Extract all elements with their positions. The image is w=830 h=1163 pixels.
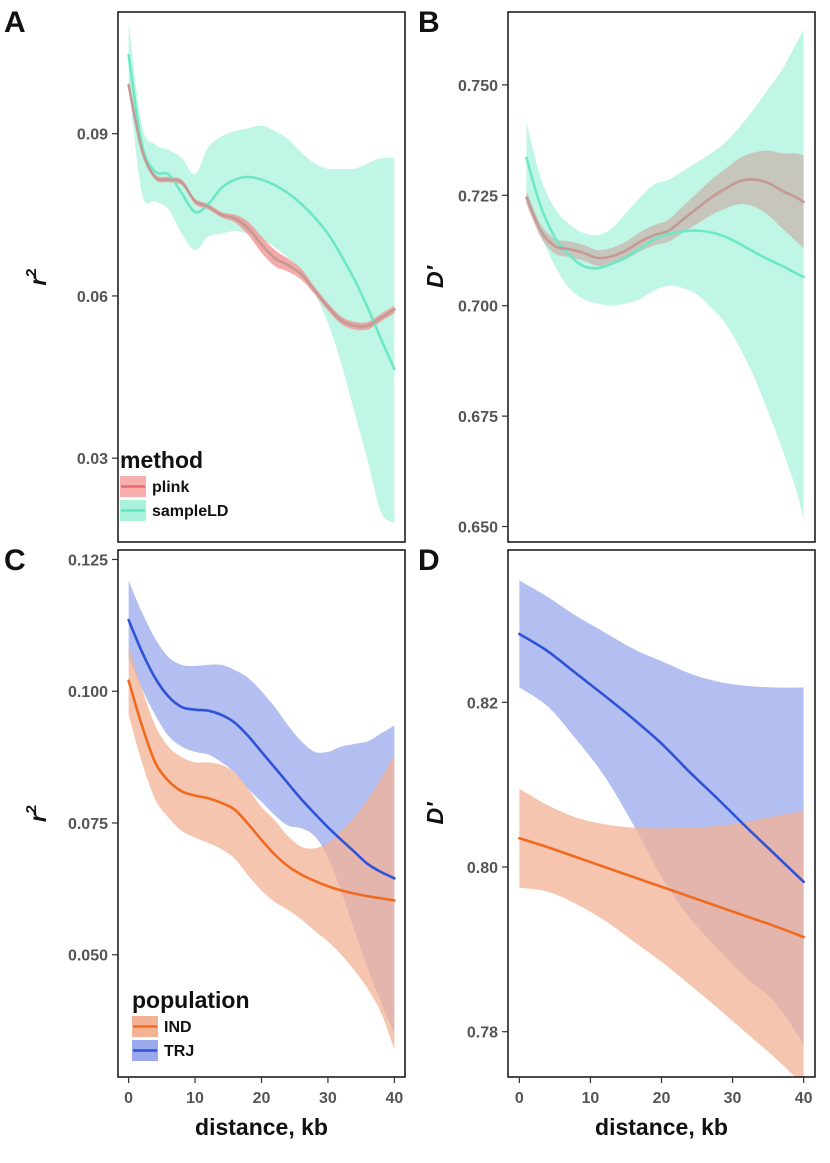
x-tick-label: 40 — [385, 1090, 403, 1107]
y-axis-title-main: r — [25, 812, 51, 822]
y-axis-title: D' — [422, 801, 448, 825]
legend-label: TRJ — [164, 1043, 194, 1060]
panel-label: A — [4, 6, 26, 39]
y-tick-label: 0.750 — [458, 78, 498, 95]
y-axis-title-main: D' — [422, 801, 448, 825]
panel-label: C — [4, 544, 26, 577]
legend: population IND TRJ — [132, 987, 250, 1061]
y-tick-label: 0.09 — [77, 127, 108, 144]
y-tick-label: 0.03 — [77, 451, 108, 468]
x-tick-label: 0 — [124, 1090, 133, 1107]
panel-c: C 0.050 0.075 0.100 0.125 0 10 20 30 40 distance, … — [4, 544, 406, 1140]
legend-item-plink: plink — [120, 476, 189, 497]
plot-area — [127, 22, 396, 524]
y-axis-title-superscript: 2 — [23, 805, 40, 813]
x-axis-title: distance, kb — [595, 1114, 728, 1140]
y-tick-label: 0.675 — [458, 409, 498, 426]
y-tick-label: 0.050 — [68, 948, 108, 965]
panel-a: A 0.03 0.06 0.09 r2 method plink sampleLD — [4, 6, 406, 543]
legend: method plink sampleLD — [120, 447, 228, 521]
x-tick-label: 0 — [515, 1090, 524, 1107]
confidence-band-ind — [128, 646, 395, 1050]
y-tick-label: 0.100 — [68, 684, 108, 701]
panel-b: B 0.650 0.675 0.700 0.725 0.750 D' — [418, 6, 816, 543]
series-line-plink — [127, 83, 396, 328]
plot-area — [127, 580, 396, 1050]
y-axis-title-superscript: 2 — [23, 268, 40, 276]
plot-area — [518, 580, 805, 1077]
y-tick-label: 0.06 — [77, 289, 108, 306]
series-line-ind — [518, 836, 805, 939]
series-line-sampleld — [127, 53, 396, 371]
x-tick-label: 30 — [319, 1090, 337, 1107]
y-axis-title: D' — [422, 264, 448, 288]
legend-title: population — [132, 987, 250, 1013]
confidence-band-sampleld — [526, 29, 804, 520]
x-axis-title: distance, kb — [195, 1114, 328, 1140]
x-tick-label: 30 — [724, 1090, 742, 1107]
confidence-band-ind — [519, 788, 804, 1077]
legend-label: IND — [164, 1019, 192, 1036]
y-axis-title-main: D' — [422, 264, 448, 288]
series-line-sampleld — [525, 156, 805, 279]
series-line-plink — [525, 178, 805, 260]
legend-item-ind: IND — [132, 1016, 192, 1037]
series-line-trj — [127, 618, 396, 880]
panel-label: B — [418, 6, 440, 39]
y-axis-title: r2 — [23, 805, 51, 822]
series-line-trj — [518, 632, 805, 884]
x-tick-label: 10 — [186, 1090, 204, 1107]
legend-item-trj: TRJ — [132, 1040, 194, 1061]
confidence-band-trj — [128, 580, 395, 1034]
panel-frame — [507, 11, 816, 543]
y-tick-label: 0.78 — [467, 1025, 498, 1042]
series-line-ind — [127, 679, 396, 902]
panel-frame — [117, 11, 406, 543]
legend-label: sampleLD — [152, 503, 228, 520]
y-tick-label: 0.82 — [467, 695, 498, 712]
x-tick-label: 10 — [582, 1090, 600, 1107]
y-tick-label: 0.125 — [68, 552, 108, 569]
legend-label: plink — [152, 479, 189, 496]
confidence-band-plink — [526, 150, 804, 267]
legend-item-sampleld: sampleLD — [120, 500, 228, 521]
panel-label: D — [418, 544, 440, 577]
x-tick-label: 20 — [653, 1090, 671, 1107]
plot-area — [525, 29, 805, 520]
confidence-band-sampleld — [128, 22, 395, 524]
legend-title: method — [120, 447, 203, 473]
panel-d: D 0.78 0.80 0.82 0 10 20 30 40 distance, kb D' — [418, 544, 816, 1140]
x-tick-label: 20 — [253, 1090, 271, 1107]
y-tick-label: 0.075 — [68, 816, 108, 833]
y-axis-title: r2 — [23, 268, 51, 285]
y-tick-label: 0.725 — [458, 188, 498, 205]
y-axis-title-main: r — [25, 276, 51, 286]
x-tick-label: 40 — [795, 1090, 813, 1107]
y-tick-label: 0.650 — [458, 520, 498, 537]
y-tick-label: 0.700 — [458, 299, 498, 316]
y-tick-label: 0.80 — [467, 860, 498, 877]
